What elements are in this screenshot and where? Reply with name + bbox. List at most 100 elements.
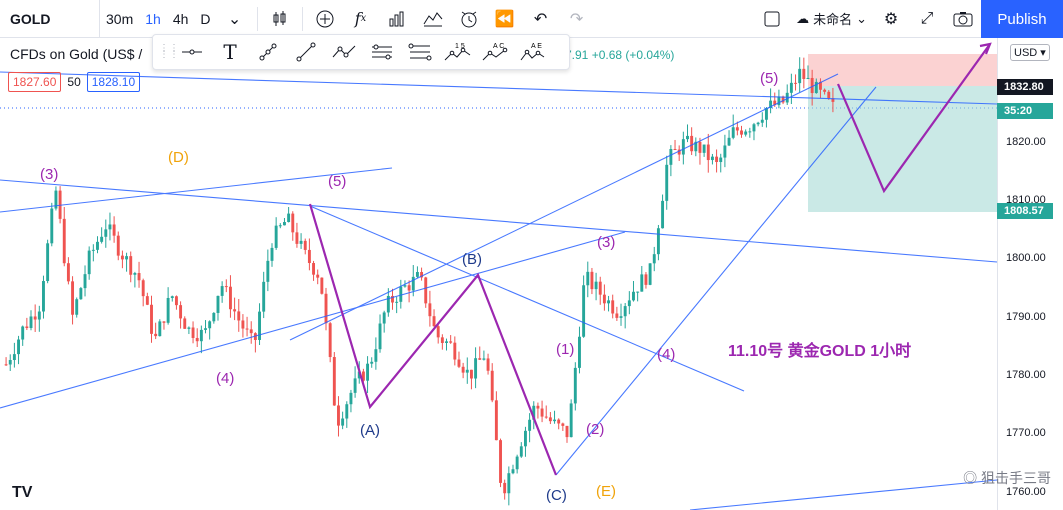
candle-body <box>249 329 253 334</box>
candle-body <box>166 297 170 323</box>
wave-label: (4) <box>657 346 675 363</box>
candle-body <box>96 241 99 250</box>
candle-body <box>145 296 149 305</box>
timeframe-1h[interactable]: 1h <box>145 10 161 27</box>
wave-label: (5) <box>328 173 346 190</box>
candle-body <box>299 240 303 244</box>
cursor-crosshair-icon[interactable] <box>173 35 211 69</box>
timeframe-30m[interactable]: 30m <box>106 10 134 27</box>
symbol-search[interactable]: GOLD <box>0 0 100 38</box>
tradingview-logo: TV <box>12 484 33 501</box>
candle-body <box>536 405 540 409</box>
candle-body <box>403 285 407 287</box>
candle-body <box>615 313 619 318</box>
redo-icon[interactable]: ↷ <box>569 10 584 28</box>
candle-body <box>424 277 428 304</box>
layout-name[interactable]: ☁ 未命名 ⌄ <box>790 9 873 28</box>
candles <box>4 57 835 506</box>
wave-tool-label: A E <box>531 43 542 50</box>
candlestick-icon[interactable] <box>262 0 298 38</box>
candle-body <box>532 405 536 420</box>
candle-body <box>819 81 822 90</box>
candle-body <box>831 98 835 102</box>
candle-body <box>623 306 627 317</box>
wave-paths[interactable] <box>308 42 992 476</box>
currency-selector[interactable]: USD ▾ <box>1010 44 1050 61</box>
candle-body <box>17 339 20 355</box>
candle-body <box>698 141 702 153</box>
elliott-correction-icon[interactable]: A C <box>477 35 515 69</box>
candle-body <box>499 440 502 483</box>
drag-handle-icon[interactable]: ⋮⋮ ⋮⋮ <box>159 43 179 60</box>
undo-icon[interactable]: ↶ <box>533 10 548 28</box>
candle-body <box>810 77 814 94</box>
sell-price-button[interactable]: 1827.60 <box>8 72 62 92</box>
candle-body <box>407 285 411 291</box>
bar-chart-icon[interactable] <box>379 0 415 38</box>
candle-body <box>270 247 274 261</box>
candle-body <box>312 263 316 275</box>
publish-button[interactable]: Publish <box>981 0 1063 38</box>
candle-body <box>773 100 777 106</box>
candle-body <box>486 358 490 371</box>
gear-icon[interactable]: ⚙ <box>883 10 899 28</box>
candle-body <box>465 369 469 373</box>
layout-checkbox-icon[interactable] <box>754 0 790 38</box>
candle-body <box>399 286 403 302</box>
author-watermark: ◎ 狙击手三哥 <box>963 470 1051 486</box>
candle-body <box>440 337 444 343</box>
trend-lines[interactable] <box>0 71 997 510</box>
elliott-impulse-icon[interactable]: 1 5 <box>439 35 477 69</box>
candle-body <box>715 156 719 163</box>
candle-body <box>598 281 602 295</box>
replay-icon[interactable]: ⏪ <box>494 10 515 28</box>
candle-body <box>262 281 266 312</box>
candle-body <box>457 359 461 367</box>
camera-icon[interactable] <box>945 0 981 38</box>
candle-body <box>125 256 129 260</box>
candle-body <box>656 228 660 255</box>
timeframe-4h[interactable]: 4h <box>172 10 189 27</box>
candle-body <box>636 291 640 293</box>
chevron-down-icon[interactable]: ⌄ <box>227 10 242 28</box>
candle-body <box>665 164 669 201</box>
elliott-triangle-icon[interactable]: A E <box>515 35 553 69</box>
candle-body <box>764 108 768 120</box>
parallel-channel-icon[interactable] <box>363 35 401 69</box>
wave-label: (E) <box>596 483 616 500</box>
stop-loss-zone[interactable] <box>808 54 997 86</box>
candle-body <box>507 473 511 494</box>
fullscreen-icon[interactable]: ⤢ <box>920 9 934 27</box>
take-profit-zone[interactable] <box>808 86 997 212</box>
trendline-icon[interactable] <box>249 35 287 69</box>
fib-retracement-icon[interactable] <box>401 35 439 69</box>
candle-body <box>83 274 87 289</box>
candle-body <box>179 305 183 319</box>
path-tool-icon[interactable] <box>325 35 363 69</box>
candle-body <box>370 361 374 364</box>
add-indicator-icon[interactable] <box>307 0 343 38</box>
candle-body <box>669 149 673 165</box>
candle-body <box>432 316 436 327</box>
compare-icon[interactable] <box>415 0 451 38</box>
timeframe-d[interactable]: D <box>200 10 211 27</box>
candle-body <box>752 124 756 132</box>
candle-body <box>204 328 207 330</box>
candle-body <box>112 224 116 236</box>
candle-body <box>461 366 465 373</box>
price-tag-target: 1808.57 <box>997 203 1053 219</box>
candle-body <box>54 190 58 209</box>
candle-body <box>187 327 191 329</box>
text-tool-icon[interactable]: T <box>223 40 237 64</box>
alert-icon[interactable] <box>451 0 487 38</box>
wave-label: (4) <box>216 370 234 387</box>
price-chart[interactable]: (3) (D) (5) (4) (A) (B) (C) (E) (1) (2) … <box>0 38 997 510</box>
candle-body <box>170 296 174 298</box>
candle-body <box>648 263 652 285</box>
ray-line-icon[interactable] <box>287 35 325 69</box>
candle-body <box>415 272 419 277</box>
candle-body <box>341 418 345 426</box>
buy-price-button[interactable]: 1828.10 <box>86 72 141 92</box>
candle-body <box>644 274 648 285</box>
